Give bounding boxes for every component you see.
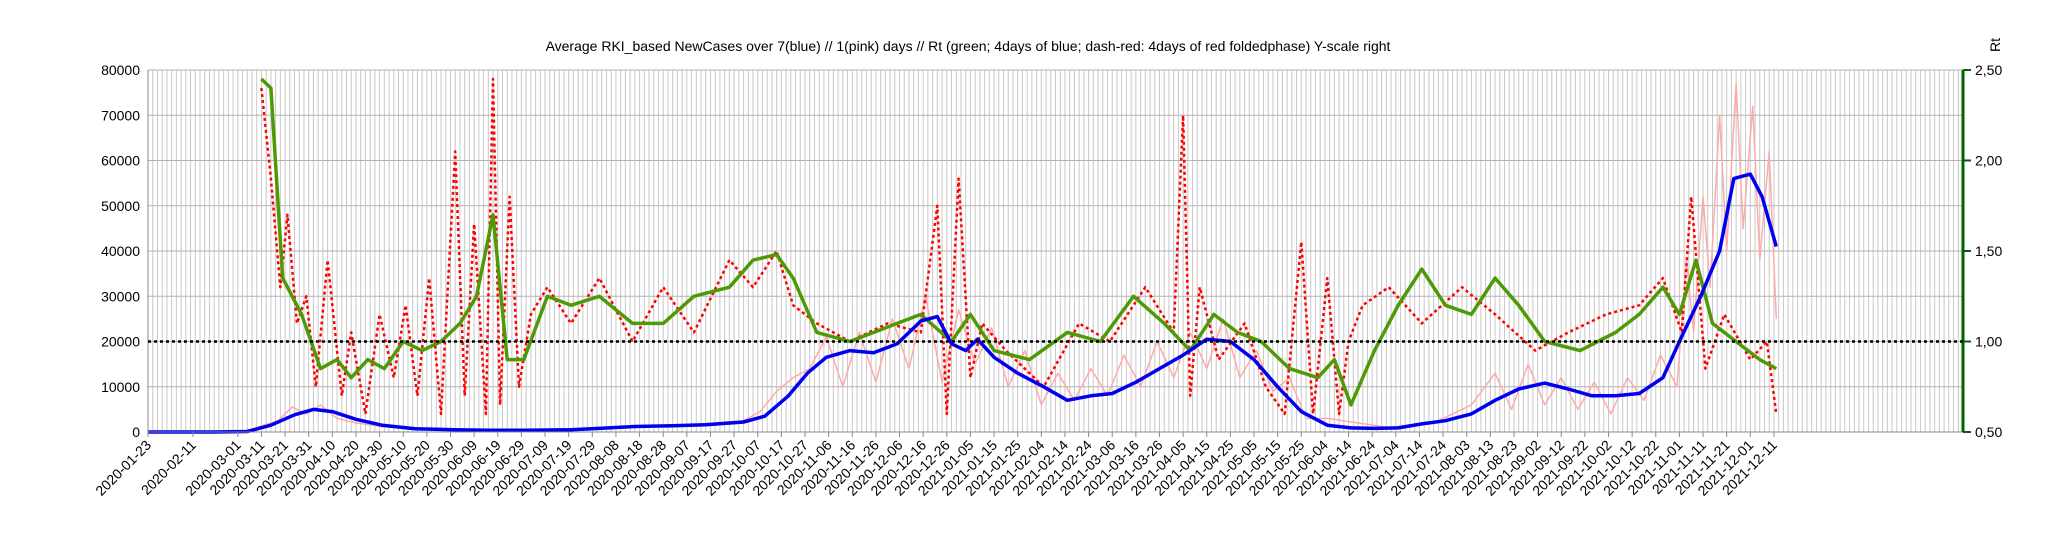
left-tick-label: 60000 xyxy=(101,153,140,169)
right-axis-label: Rt xyxy=(1987,38,2003,52)
series-line-green-rt xyxy=(260,77,1778,407)
left-tick-label: 30000 xyxy=(101,288,140,304)
right-tick-label: 0,50 xyxy=(1975,424,2002,440)
left-tick-label: 10000 xyxy=(101,379,140,395)
x-axis-ticks: 2020-01-232020-02-112020-03-012020-03-11… xyxy=(92,432,1780,499)
series-line-red-dashed xyxy=(260,77,1778,416)
left-tick-label: 40000 xyxy=(101,243,140,259)
grid-lines xyxy=(147,69,1964,433)
blue-series-layer xyxy=(148,172,1778,434)
chart-title: Average RKI_based NewCases over 7(blue) … xyxy=(546,38,1391,54)
left-tick-label: 20000 xyxy=(101,334,140,350)
left-tick-label: 50000 xyxy=(101,198,140,214)
left-tick-label: 0 xyxy=(132,424,140,440)
right-tick-label: 1,00 xyxy=(1975,334,2002,350)
series-line-blue-avg7 xyxy=(148,172,1778,434)
right-tick-label: 2,50 xyxy=(1975,62,2002,78)
left-tick-label: 70000 xyxy=(101,107,140,123)
green-series-layer xyxy=(260,77,1778,407)
left-axis-ticks: 0 10000 20000 30000 40000 50000 60000 70000 8000… xyxy=(101,62,140,440)
red-series-layer xyxy=(260,77,1778,416)
right-tick-label: 2,00 xyxy=(1975,153,2002,169)
right-axis-ticks: 0,50 1,00 1,50 2,00 2,50 xyxy=(1963,62,2002,440)
right-tick-label: 1,50 xyxy=(1975,243,2002,259)
left-tick-label: 80000 xyxy=(101,62,140,78)
